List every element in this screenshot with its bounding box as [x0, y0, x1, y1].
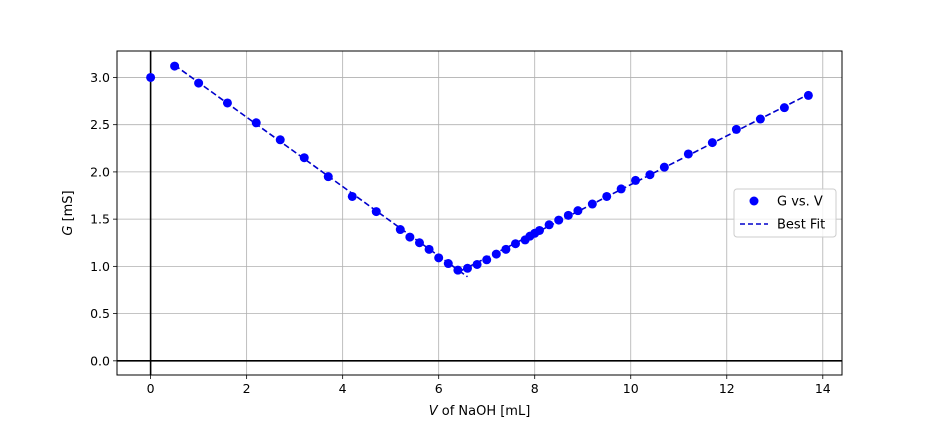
data-point-39	[731, 124, 741, 134]
y-tick-label-6: 3.0	[90, 70, 110, 85]
data-point-7	[323, 172, 333, 182]
data-point-32	[602, 191, 612, 201]
x-tick-label-4: 8	[531, 381, 539, 396]
y-axis-label: G [mS]	[61, 190, 76, 235]
data-point-33	[616, 184, 626, 194]
y-axis-label-rest: [mS]	[61, 190, 76, 225]
x-axis-label-var: V	[429, 404, 439, 419]
data-point-10	[395, 225, 405, 235]
data-point-26	[535, 225, 545, 235]
data-point-9	[371, 207, 381, 217]
best-fit-lines	[174, 64, 809, 278]
data-point-41	[779, 103, 789, 113]
data-point-3	[222, 98, 232, 108]
legend-label-g-vs-v: G vs. V	[777, 195, 823, 210]
data-point-1	[170, 61, 180, 71]
x-tick-label-6: 12	[719, 381, 735, 396]
data-point-29	[563, 210, 573, 220]
data-point-31	[587, 199, 597, 209]
data-point-22	[511, 239, 521, 249]
x-axis-label: V of NaOH [mL]	[429, 404, 531, 419]
data-point-35	[645, 170, 655, 180]
data-point-27	[544, 220, 554, 230]
x-axis-ticks: 0 2 4 6 8 10 12 14	[147, 375, 831, 396]
data-point-13	[424, 244, 434, 254]
data-points	[146, 61, 813, 275]
data-point-42	[803, 90, 813, 100]
data-point-15	[443, 259, 453, 269]
legend: G vs. V Best Fit	[733, 188, 837, 238]
y-tick-label-3: 1.5	[90, 212, 110, 227]
x-tick-label-3: 6	[435, 381, 443, 396]
data-point-11	[405, 232, 415, 242]
data-point-14	[434, 253, 444, 263]
best-fit-segment-0	[174, 64, 468, 278]
y-tick-label-4: 2.0	[90, 164, 110, 179]
y-tick-label-2: 1.0	[90, 259, 110, 274]
y-axis-ticks: 0.0 0.5 1.0 1.5 2.0 2.5 3.0	[90, 70, 117, 368]
data-point-40	[755, 114, 765, 124]
data-point-34	[631, 175, 641, 185]
data-point-16	[453, 265, 463, 275]
data-point-4	[251, 118, 261, 128]
data-point-0	[146, 72, 156, 82]
legend-label-best-fit: Best Fit	[777, 218, 825, 233]
data-point-12	[414, 238, 424, 248]
y-axis-label-var: G	[61, 226, 76, 236]
legend-box	[733, 188, 837, 238]
grid	[117, 51, 842, 375]
data-point-19	[482, 255, 492, 265]
x-tick-label-1: 2	[243, 381, 251, 396]
y-tick-label-1: 0.5	[90, 306, 110, 321]
data-point-17	[462, 263, 472, 273]
legend-marker-icon	[749, 196, 759, 206]
data-point-36	[659, 162, 669, 172]
data-point-38	[707, 138, 717, 148]
data-point-20	[491, 249, 501, 259]
data-point-21	[501, 244, 511, 254]
y-tick-label-0: 0.0	[90, 353, 110, 368]
y-tick-label-5: 2.5	[90, 117, 110, 132]
x-tick-label-0: 0	[147, 381, 155, 396]
data-point-18	[472, 259, 482, 269]
data-point-30	[573, 206, 583, 216]
plot-area-frame	[116, 50, 843, 376]
data-point-37	[683, 149, 693, 159]
data-point-28	[554, 215, 564, 225]
data-point-2	[194, 78, 204, 88]
x-tick-label-7: 14	[815, 381, 831, 396]
x-axis-label-rest: of NaOH [mL]	[438, 404, 531, 419]
data-point-8	[347, 191, 357, 201]
data-point-6	[299, 153, 309, 163]
x-tick-label-5: 10	[623, 381, 639, 396]
data-point-5	[275, 135, 285, 145]
zero-lines	[117, 51, 842, 375]
x-tick-label-2: 4	[339, 381, 347, 396]
